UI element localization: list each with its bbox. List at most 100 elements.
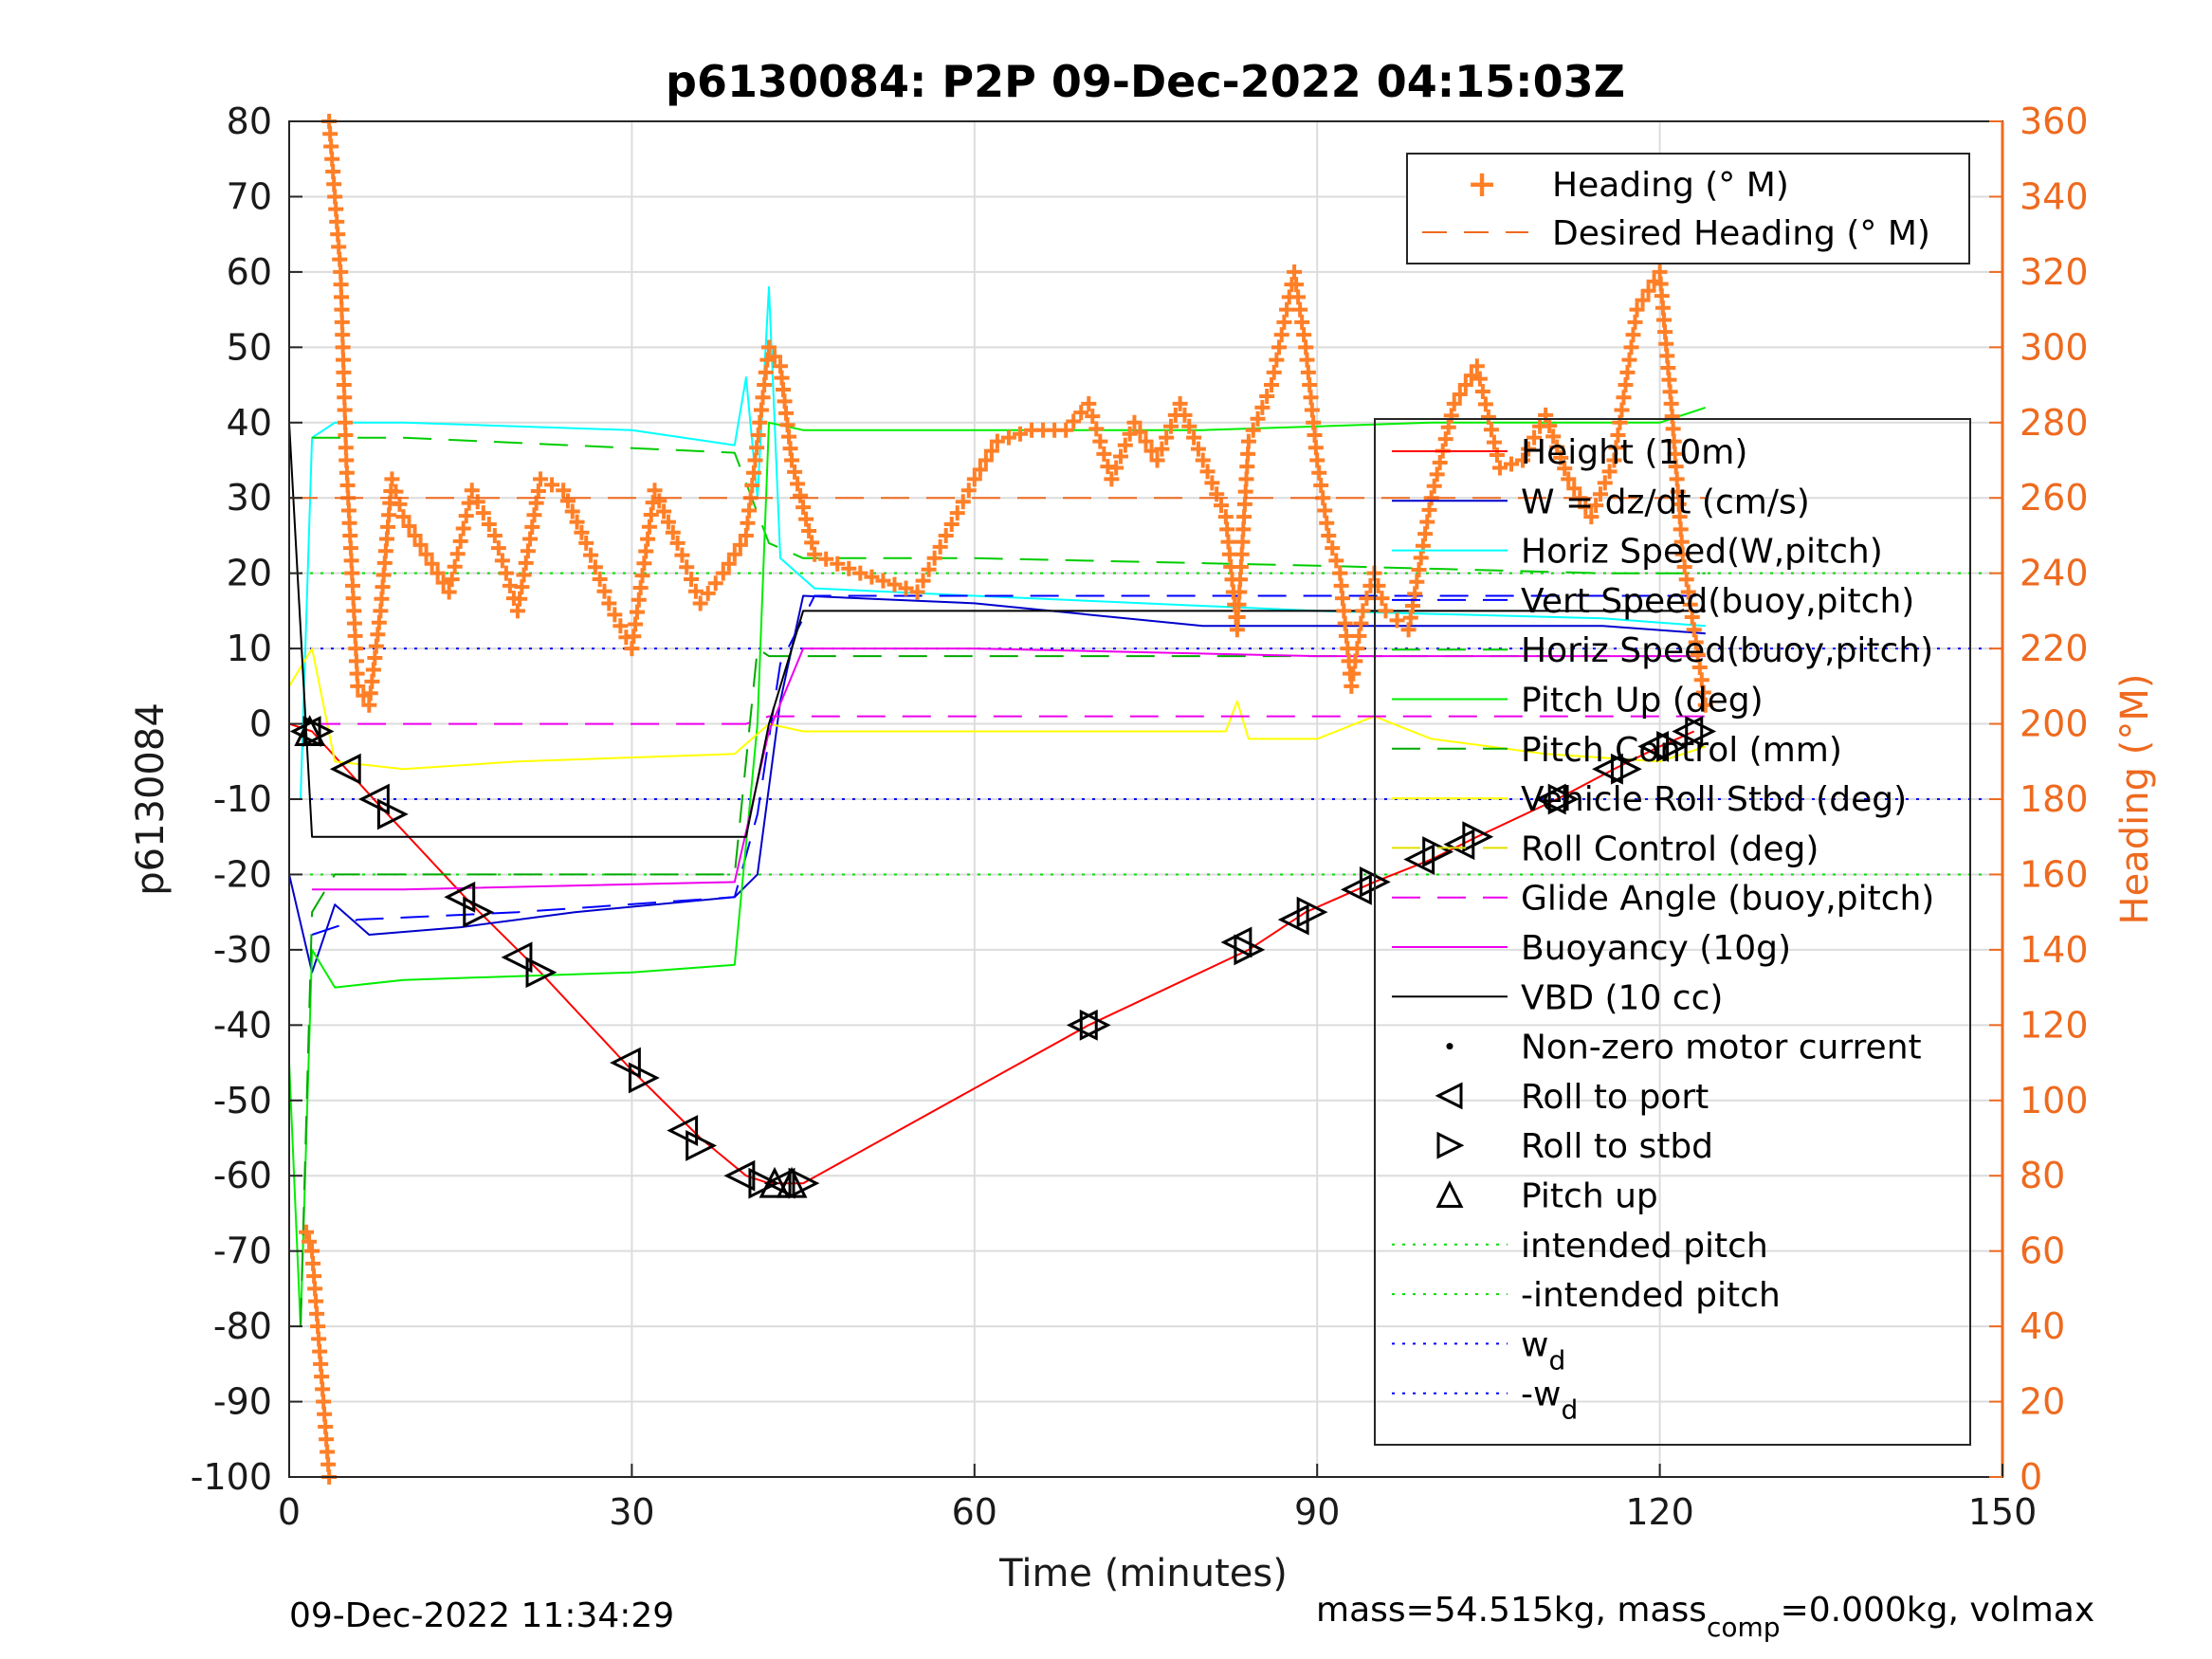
vbd-series — [288, 422, 1706, 838]
heading-point — [486, 527, 503, 543]
heading-point — [1419, 514, 1435, 530]
heading-point — [1085, 409, 1101, 425]
x-tick-label: 60 — [952, 1491, 997, 1533]
heading-point — [1289, 277, 1305, 293]
heading-point — [1472, 371, 1488, 387]
right-tick-label: 360 — [2020, 100, 2089, 142]
roll-to-port-marker — [1220, 926, 1252, 958]
heading-point — [1353, 615, 1369, 631]
legend-symbol — [1446, 1043, 1453, 1050]
heading-point — [1138, 433, 1154, 449]
heading-point — [1545, 428, 1562, 445]
heading-point — [669, 535, 686, 551]
heading-point — [1608, 440, 1624, 456]
heading-point — [583, 547, 599, 563]
heading-point — [795, 500, 812, 516]
heading-point — [887, 576, 903, 592]
heading-point — [1177, 407, 1193, 423]
y-tick-label: 60 — [227, 251, 272, 293]
heading-point — [1597, 475, 1613, 491]
heading-point — [1347, 653, 1363, 669]
heading-point — [1292, 301, 1308, 318]
heading-point — [949, 505, 965, 521]
buoyancy-series — [312, 647, 1706, 891]
heading-point — [401, 519, 417, 535]
heading-point — [1319, 515, 1335, 531]
y-tick-label: -100 — [191, 1456, 272, 1498]
right-tick-label: 260 — [2020, 477, 2089, 519]
heading-point — [1000, 429, 1016, 446]
y-tick-label: 0 — [249, 703, 272, 745]
heading-point — [1474, 384, 1490, 400]
y-tick-label: -20 — [213, 853, 272, 895]
heading-point — [1489, 447, 1505, 464]
y-tick-label: -30 — [213, 929, 272, 971]
heading-point — [1680, 584, 1696, 600]
heading-point — [1344, 678, 1360, 694]
y-tick-label: 40 — [227, 402, 272, 444]
legend-label: Vehicle Roll Stbd (deg) — [1521, 780, 1907, 819]
legend-symbol — [1436, 1131, 1465, 1159]
desired-heading-legend-label: Desired Heading (° M) — [1552, 214, 1930, 253]
y-tick-label: 10 — [227, 628, 272, 669]
heading-point — [818, 551, 834, 567]
pitch-up-marker — [294, 715, 326, 746]
heading-point — [700, 585, 716, 601]
legend-label: Roll to stbd — [1521, 1127, 1713, 1166]
heading-point — [1411, 562, 1427, 578]
legend-label: Pitch Up (deg) — [1521, 682, 1764, 720]
heading-point — [1417, 526, 1434, 542]
right-tick-label: 140 — [2020, 929, 2089, 971]
heading-point — [1273, 327, 1289, 343]
right-tick-label: 80 — [2020, 1155, 2065, 1196]
x-tick-label: 150 — [1968, 1491, 2038, 1533]
roll-to-port-marker — [610, 1047, 641, 1079]
heading-point — [732, 537, 748, 553]
heading-point — [494, 553, 510, 569]
legend-label: Non-zero motor current — [1521, 1029, 1922, 1067]
heading-point — [1264, 377, 1280, 393]
heading-point — [978, 452, 994, 468]
heading-point — [1618, 377, 1634, 393]
right-tick-label: 60 — [2020, 1231, 2065, 1272]
heading-point — [674, 547, 690, 563]
legend-label: Buoyancy (10g) — [1521, 929, 1791, 968]
heading-point — [481, 517, 497, 533]
heading-point — [1521, 441, 1537, 457]
legend-label: Height (10m) — [1521, 433, 1747, 472]
heading-point — [1443, 408, 1459, 424]
y-tick-label: -50 — [213, 1080, 272, 1121]
heading-point — [1271, 339, 1288, 356]
legend-symbol — [1435, 1082, 1463, 1110]
heading-point — [684, 572, 700, 588]
heading-point — [1619, 364, 1636, 380]
heading-point — [1204, 475, 1220, 491]
heading-point — [647, 483, 663, 499]
right-tick-label: 300 — [2020, 326, 2089, 368]
heading-point — [1088, 421, 1105, 437]
marker-layer — [289, 715, 1717, 1199]
heading-point — [441, 584, 457, 600]
heading-point — [1259, 388, 1275, 404]
heading-point — [1676, 559, 1692, 575]
heading-point — [1542, 418, 1558, 434]
heading-point — [1012, 426, 1028, 442]
heading-point — [1674, 546, 1691, 562]
heading-point — [692, 595, 708, 611]
roll-to-port-marker — [444, 881, 476, 913]
heading-point — [1199, 464, 1216, 480]
right-tick-label: 220 — [2020, 628, 2089, 669]
roll-to-port-marker — [1066, 1009, 1098, 1041]
legend-label: Roll Control (deg) — [1521, 830, 1819, 868]
legend-label: Horiz Speed(buoy,pitch) — [1521, 631, 1933, 670]
heading-point — [1104, 471, 1120, 487]
heading-point — [1557, 461, 1573, 477]
heading-point — [1491, 460, 1508, 476]
heading-point — [798, 511, 814, 527]
heading-point — [418, 546, 434, 562]
heading-point — [1092, 433, 1108, 449]
heading-point — [726, 546, 742, 562]
heading-point — [530, 483, 546, 499]
heading-point — [679, 559, 695, 575]
heading-point — [1073, 405, 1089, 421]
